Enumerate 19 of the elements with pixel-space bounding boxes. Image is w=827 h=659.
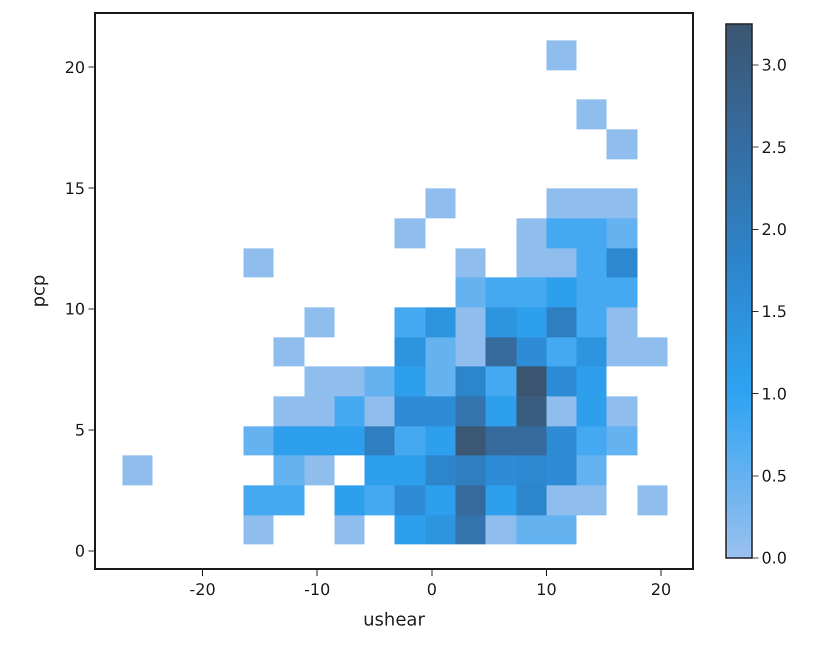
y-tick-label: 0: [74, 542, 86, 561]
y-tick-label: 15: [64, 178, 86, 198]
y-tick-label: 20: [64, 58, 86, 77]
x-tick-label: 20: [650, 580, 672, 599]
color-bar-label: 1.0: [761, 384, 787, 404]
color-bar-label: 0.0: [761, 548, 787, 568]
color-bar-label: 2.0: [761, 220, 787, 239]
color-bar-label: 0.5: [761, 466, 787, 486]
y-tick-label: 10: [64, 300, 86, 319]
x-axis-title: ushear: [363, 610, 426, 631]
color-bar-label: 1.5: [761, 302, 787, 322]
y-tick-label: 5: [74, 420, 86, 440]
color-bar-label: 2.5: [761, 138, 787, 157]
x-tick-label: -10: [304, 580, 330, 599]
color-bar-label: 3.0: [761, 56, 787, 75]
x-tick-label: -20: [190, 580, 216, 599]
x-tick-label: 10: [536, 580, 557, 599]
x-tick-label: 0: [426, 580, 437, 599]
y-axis-title: pcp: [28, 274, 50, 308]
